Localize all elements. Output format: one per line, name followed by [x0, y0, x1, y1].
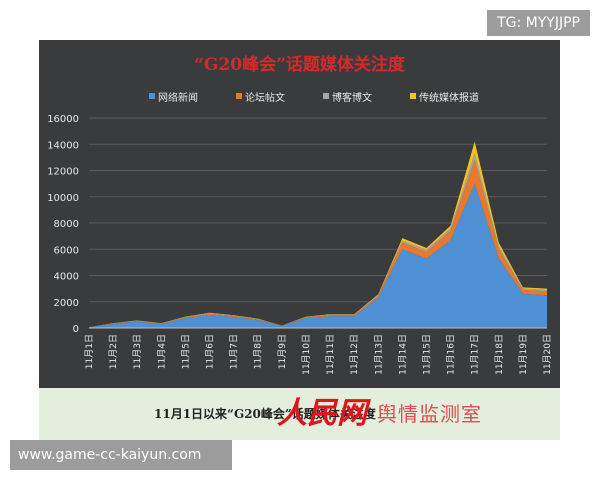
legend-label: 博客博文	[332, 92, 372, 104]
watermark-top-right: TG: MYYJJPP	[487, 10, 590, 36]
x-tick-label: 11月13日	[373, 334, 384, 375]
chart-panel: “G20峰会”话题媒体关注度 网络新闻 论坛帖文 博客博文 传统媒体报道 0 20…	[39, 40, 560, 388]
x-tick-label: 11月4日	[156, 334, 167, 369]
x-tick-label: 11月14日	[397, 334, 408, 375]
x-tick-label: 11月10日	[301, 334, 312, 375]
legend-item: 网络新闻	[149, 88, 198, 104]
x-tick-label: 11月8日	[253, 334, 264, 369]
watermark-bottom-left: www.game-cc-kaiyun.com	[10, 440, 232, 470]
x-tick-label: 11月6日	[205, 334, 216, 369]
y-tick-label: 4000	[54, 272, 79, 283]
y-tick-label: 0	[73, 324, 79, 335]
legend-item: 博客博文	[323, 88, 372, 104]
x-tick-label: 11月7日	[229, 334, 240, 369]
x-tick-label: 11月1日	[84, 334, 95, 369]
people-daily-logo: 人民网	[277, 396, 367, 431]
chart-plot: 0 2000 4000 6000 8000 10000 12000 14000 16000 11月…	[47, 114, 553, 375]
area-网络新闻	[89, 183, 547, 328]
caption-strip: 11月1日以来“G20峰会”话题媒体关注度 人民网 舆情监测室	[39, 388, 560, 440]
x-tick-label: 11月11日	[325, 334, 336, 375]
y-tick-label: 2000	[54, 298, 79, 309]
y-tick-label: 8000	[54, 219, 79, 230]
x-tick-label: 11月17日	[470, 334, 481, 375]
chart-title: “G20峰会”话题媒体关注度	[194, 55, 405, 75]
legend-label: 论坛帖文	[245, 92, 285, 104]
x-tick-label: 11月16日	[446, 334, 457, 375]
figure-caption: 11月1日以来“G20峰会”话题媒体关注度	[154, 407, 376, 421]
x-tick-label: 11月15日	[421, 334, 432, 375]
x-tick-label: 11月19日	[518, 334, 529, 375]
x-tick-label: 11月2日	[108, 334, 119, 369]
legend-swatch	[149, 93, 155, 99]
x-tick-label: 11月20日	[542, 334, 553, 375]
legend-item: 传统媒体报道	[410, 88, 479, 104]
chart-figure: “G20峰会”话题媒体关注度 网络新闻 论坛帖文 博客博文 传统媒体报道 0 20…	[39, 40, 560, 440]
x-tick-label: 11月5日	[180, 334, 191, 369]
x-tick-label: 11月9日	[277, 334, 288, 369]
y-tick-label: 12000	[47, 167, 79, 178]
y-tick-label: 16000	[47, 114, 79, 125]
y-tick-label: 6000	[54, 245, 79, 256]
y-tick-label: 14000	[47, 140, 79, 151]
legend-label: 传统媒体报道	[419, 92, 479, 104]
x-tick-label: 11月12日	[349, 334, 360, 375]
chart-legend: 网络新闻 论坛帖文 博客博文 传统媒体报道	[149, 88, 479, 104]
legend-swatch	[236, 93, 242, 99]
legend-swatch	[410, 93, 416, 99]
legend-item: 论坛帖文	[236, 88, 285, 104]
x-tick-label: 11月18日	[494, 334, 505, 375]
logo-subtitle: 舆情监测室	[377, 402, 482, 426]
legend-label: 网络新闻	[158, 92, 198, 104]
x-tick-label: 11月3日	[132, 334, 143, 369]
legend-swatch	[323, 93, 329, 99]
y-tick-label: 10000	[47, 193, 79, 204]
